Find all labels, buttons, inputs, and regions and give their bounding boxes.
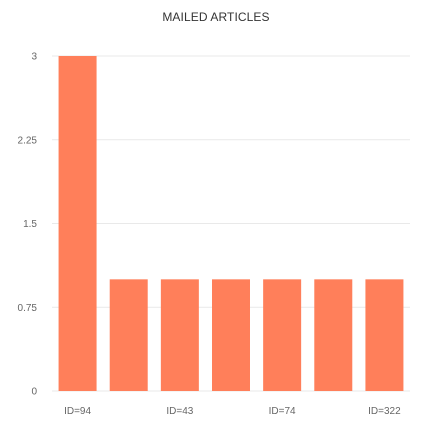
- y-tick-label: 3: [31, 52, 37, 63]
- x-tick-label: ID=43: [166, 406, 193, 417]
- y-tick-label: 0: [31, 387, 37, 398]
- x-axis-ticks: ID=94 ID=43 ID=74 ID=322: [64, 406, 401, 417]
- bar[interactable]: [58, 56, 97, 391]
- bar[interactable]: [263, 279, 302, 391]
- bar[interactable]: [160, 279, 199, 391]
- y-tick-label: 0.75: [18, 303, 38, 314]
- y-axis-ticks: 0 0.75 1.5 2.25 3: [18, 52, 38, 398]
- chart-title: MAILED ARTICLES: [162, 10, 270, 24]
- bar[interactable]: [212, 279, 250, 391]
- bar[interactable]: [109, 279, 148, 391]
- y-tick-label: 2.25: [18, 135, 38, 146]
- x-tick-label: ID=94: [64, 406, 91, 417]
- y-tick-label: 1.5: [23, 219, 37, 230]
- bar[interactable]: [314, 279, 353, 391]
- x-tick-label: ID=74: [269, 406, 296, 417]
- x-tick-label: ID=322: [368, 406, 401, 417]
- bars: [58, 56, 404, 391]
- bar[interactable]: [365, 279, 404, 391]
